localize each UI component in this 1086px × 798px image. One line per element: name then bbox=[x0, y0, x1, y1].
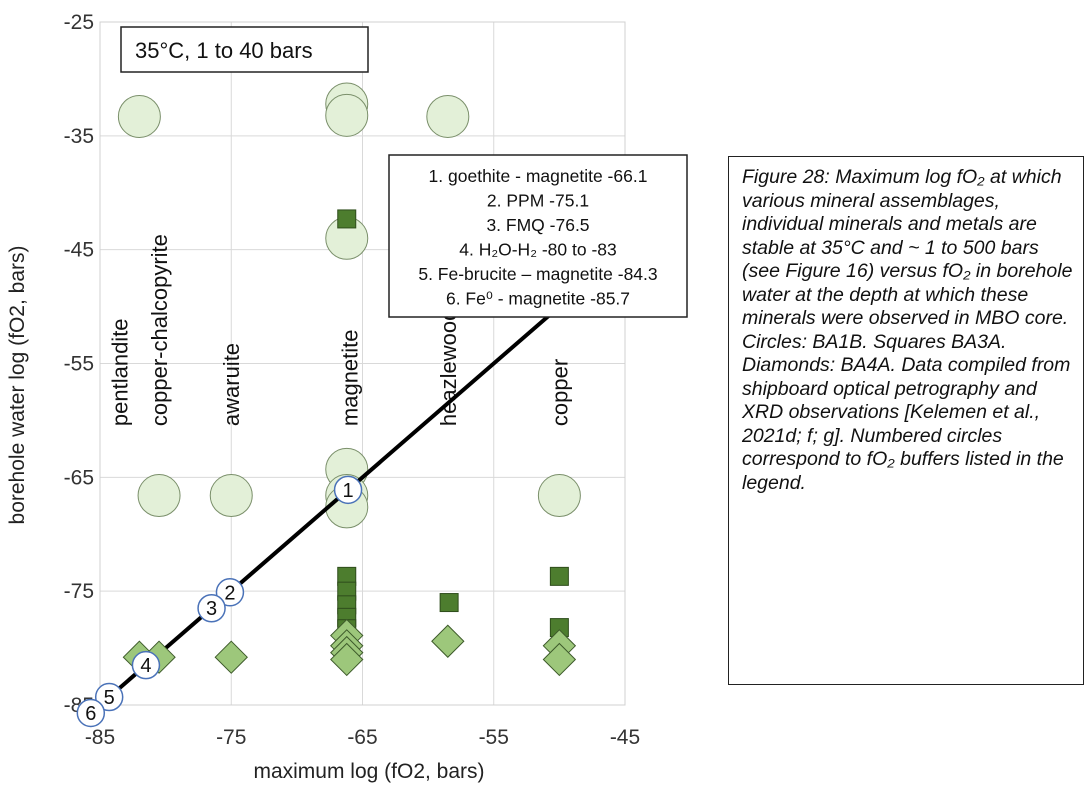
y-tick-label: -55 bbox=[64, 353, 94, 376]
y-tick-label: -35 bbox=[64, 125, 94, 148]
x-tick-label: -65 bbox=[347, 726, 377, 749]
square-marker bbox=[439, 593, 459, 613]
buffer-circle bbox=[94, 682, 124, 712]
diamond-marker bbox=[542, 642, 577, 677]
y-tick-label: -45 bbox=[64, 239, 94, 262]
circle-marker bbox=[137, 474, 181, 518]
circle-marker bbox=[426, 94, 470, 138]
square-marker bbox=[337, 209, 357, 229]
buffer-number: 2 bbox=[224, 582, 235, 604]
legend-entry: 5. Fe-brucite – magnetite -84.3 bbox=[418, 264, 657, 284]
mineral-label: copper-chalcopyrite bbox=[147, 234, 172, 426]
buffer-number: 3 bbox=[206, 598, 217, 620]
mineral-label: copper bbox=[547, 359, 572, 426]
buffer-circle bbox=[131, 650, 161, 680]
buffer-circle bbox=[76, 698, 106, 728]
legend-entry: 4. H₂O-H₂ -80 to -83 bbox=[459, 240, 617, 260]
y-tick-label: -75 bbox=[64, 580, 94, 603]
buffer-number: 4 bbox=[140, 655, 151, 677]
plot-area-frame bbox=[99, 21, 626, 706]
circle-marker bbox=[325, 93, 369, 137]
diamond-marker bbox=[214, 640, 248, 674]
buffer-circle bbox=[197, 593, 226, 623]
condition-label: 35°C, 1 to 40 bars bbox=[135, 38, 313, 63]
buffer-circle bbox=[215, 578, 245, 607]
x-tick-label: -45 bbox=[610, 726, 640, 749]
legend-entry: 6. Fe⁰ - magnetite -85.7 bbox=[446, 289, 630, 309]
buffer-number: 6 bbox=[85, 703, 96, 725]
x-tick-label: -75 bbox=[216, 726, 246, 749]
condition-box: 35°C, 1 to 40 bars bbox=[120, 26, 369, 73]
circle-marker bbox=[209, 474, 253, 518]
y-axis-title: borehole water log (fO2, bars) bbox=[6, 246, 29, 525]
buffer-legend: 1. goethite - magnetite -66.1 2. PPM -75.… bbox=[388, 154, 688, 318]
legend-entry: 2. PPM -75.1 bbox=[487, 191, 589, 211]
x-tick-label: -85 bbox=[85, 726, 115, 749]
square-marker bbox=[549, 566, 569, 586]
circle-marker bbox=[117, 94, 161, 138]
diamond-marker bbox=[330, 642, 364, 677]
figure-caption-box bbox=[728, 156, 1084, 685]
buffer-number: 1 bbox=[343, 480, 354, 502]
diamond-marker bbox=[431, 624, 465, 658]
mineral-label: pentlandite bbox=[108, 318, 133, 426]
mineral-label: magnetite bbox=[337, 329, 362, 426]
one-to-one-line bbox=[98, 247, 627, 707]
mineral-label: awaruite bbox=[219, 343, 244, 426]
legend-entry: 1. goethite - magnetite -66.1 bbox=[429, 166, 648, 186]
buffer-markers: 1 23 4 56 bbox=[76, 475, 363, 728]
figure-caption: Figure 28: Maximum log fO₂ at which vari… bbox=[742, 166, 1073, 494]
y-tick-label: -25 bbox=[64, 11, 94, 34]
x-axis-title: maximum log (fO2, bars) bbox=[253, 760, 484, 783]
circle-marker bbox=[537, 474, 581, 518]
y-tick-label: -65 bbox=[64, 466, 94, 489]
buffer-circle bbox=[333, 475, 363, 505]
x-tick-label: -55 bbox=[479, 726, 509, 749]
legend-entry: 3. FMQ -76.5 bbox=[486, 215, 589, 235]
buffer-number: 5 bbox=[104, 687, 115, 709]
